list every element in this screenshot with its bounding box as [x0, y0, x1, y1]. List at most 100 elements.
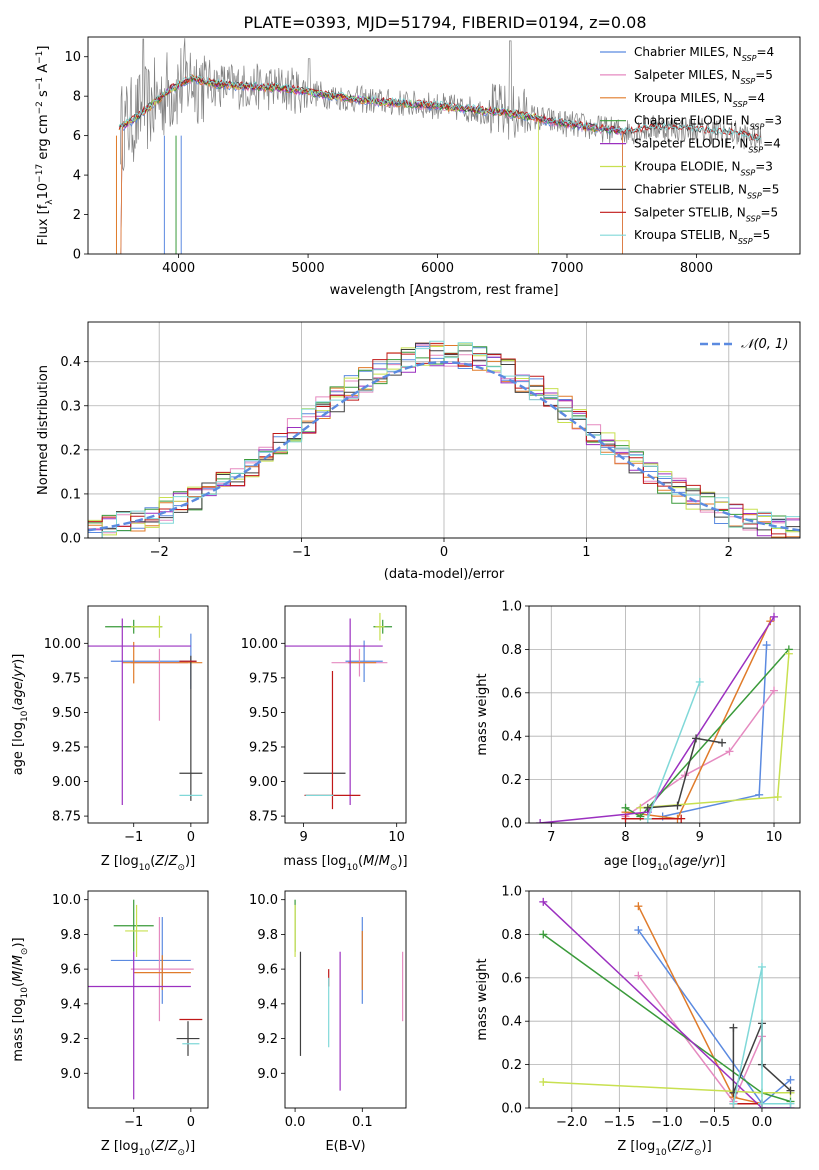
legend-sub: SSP — [742, 54, 757, 63]
label-part: M — [379, 854, 390, 869]
y-axis-label: age [log10(age/yr)] — [11, 654, 30, 776]
label-part: ( — [358, 854, 363, 869]
y-tick-label: 9.8 — [257, 928, 278, 943]
label-part: Z — [684, 1139, 695, 1154]
y-tick-label: 0.6 — [501, 686, 522, 701]
label-part: ( — [11, 706, 26, 711]
y-tick-label: 0.0 — [501, 1102, 522, 1117]
label-part: age [log — [11, 722, 26, 775]
axes-frame — [528, 605, 801, 824]
errorbar-layer — [88, 899, 203, 1100]
label-part: 10 — [20, 987, 30, 999]
x-tick-label: 7000 — [550, 261, 583, 276]
x-axis-label: Z [log10(Z/Z⊙)] — [617, 1139, 711, 1158]
x-tick-label: 10 — [766, 830, 783, 845]
legend-sub: SSP — [741, 168, 756, 177]
x-tick-label: 4000 — [162, 261, 195, 276]
label-part: M — [11, 955, 26, 966]
model-spectrum-line — [118, 74, 761, 141]
label-part: M — [11, 971, 26, 982]
label-part: )] — [185, 1139, 195, 1154]
label-part: Z — [154, 1139, 165, 1154]
label-part: ] — [36, 46, 51, 51]
label-part: A — [36, 64, 51, 77]
x-tick-label: 6000 — [421, 261, 454, 276]
x-tick-label: 1 — [582, 545, 590, 560]
label-part: Flux [f — [36, 204, 51, 245]
label-part: )] — [397, 854, 407, 869]
label-part: mass [log — [283, 854, 346, 869]
label-part: age — [673, 854, 697, 869]
x-tick-label: −1 — [124, 830, 143, 845]
legend-tail: =3 — [755, 160, 773, 174]
x-axis-label: Z [log10(Z/Z⊙)] — [101, 1139, 195, 1158]
legend-base: Kroupa STELIB, N — [634, 228, 738, 242]
y-axis-label: Flux [fλ10−17 erg cm−2 s−1 A−1] — [35, 46, 55, 246]
label-part: yr — [701, 854, 717, 869]
axes-frame — [284, 605, 407, 824]
legend-entry: Chabrier MILES, NSSP=4 — [634, 45, 774, 63]
y-tick-label: 4 — [73, 169, 81, 184]
label-part: )] — [715, 854, 725, 869]
y-tick-label: 8.75 — [249, 810, 278, 825]
y-tick-label: 0.4 — [501, 730, 522, 745]
chart-weight_vs_Z: −2.0 −1.5 −1.0 −0.5 0.0 0.0 0.2 0.4 0.6 0.8 1.0 mas… — [475, 885, 801, 1158]
spectrum-lines — [115, 38, 762, 254]
legend-tail: =4 — [763, 137, 781, 151]
y-tick-label: 2 — [73, 208, 81, 223]
legend-base: Salpeter MILES, N — [634, 68, 741, 82]
y-tick-label: 9.75 — [249, 671, 278, 686]
legend-entry: Salpeter MILES, NSSP=5 — [634, 68, 773, 86]
x-tick-label: 9 — [299, 830, 307, 845]
y-tick-label: 9.0 — [257, 1067, 278, 1082]
histogram-series — [88, 340, 800, 538]
y-tick-label: 10.00 — [241, 637, 278, 652]
gaussian-reference — [88, 360, 800, 532]
legend-entry: Chabrier STELIB, NSSP=5 — [634, 182, 779, 200]
legend-tail: =5 — [753, 228, 771, 242]
label-part: / — [698, 854, 703, 869]
label-part: s — [36, 90, 51, 101]
y-tick-label: 9.25 — [52, 740, 81, 755]
label-part: 10 — [655, 1148, 667, 1158]
label-part: E(B-V) — [325, 1139, 365, 1154]
label-part: mass [log — [11, 998, 26, 1061]
y-tick-label: 9.6 — [257, 963, 278, 978]
y-tick-label: 1.0 — [501, 600, 522, 615]
x-tick-label: 10 — [388, 830, 405, 845]
legend-sub: SSP — [748, 145, 763, 154]
x-axis-label: (data-model)/error — [384, 567, 505, 582]
y-tick-label: 9.4 — [60, 997, 81, 1012]
label-part: / — [164, 854, 169, 869]
label-part: 10 — [657, 863, 669, 873]
label-part: )] — [185, 854, 195, 869]
y-tick-label: 9.00 — [249, 775, 278, 790]
x-tick-label: −1.0 — [651, 1115, 683, 1130]
legend-sub: SSP — [738, 237, 753, 246]
y-tick-label: 0.2 — [60, 443, 81, 458]
legend-sub: SSP — [747, 191, 762, 200]
axes-frame — [87, 605, 209, 824]
legend-sub: SSP — [741, 76, 756, 85]
label-part: Z — [168, 1139, 179, 1154]
label-part: ⊙ — [177, 1148, 185, 1158]
x-tick-label: 8000 — [680, 261, 713, 276]
y-tick-label: 10.0 — [249, 893, 278, 908]
weight-series — [637, 975, 763, 1103]
label-part: erg cm — [36, 114, 51, 163]
histogram-lines — [88, 340, 800, 538]
y-tick-label: 0.0 — [60, 532, 81, 547]
axes-frame — [528, 890, 801, 1109]
label-part: ( — [150, 854, 155, 869]
legend-tail: =4 — [747, 91, 765, 105]
legend-base: Chabrier STELIB, N — [634, 182, 747, 196]
x-tick-label: 0.1 — [352, 1115, 373, 1130]
legend-sub: SSP — [750, 122, 765, 131]
legend-sub: SSP — [733, 99, 748, 108]
axes-frame — [284, 890, 407, 1109]
label-part: −2 — [35, 101, 45, 114]
x-axis-label: Z [log10(Z/Z⊙)] — [101, 854, 195, 873]
y-tick-label: 1.0 — [501, 885, 522, 900]
axes-frame — [87, 890, 209, 1109]
